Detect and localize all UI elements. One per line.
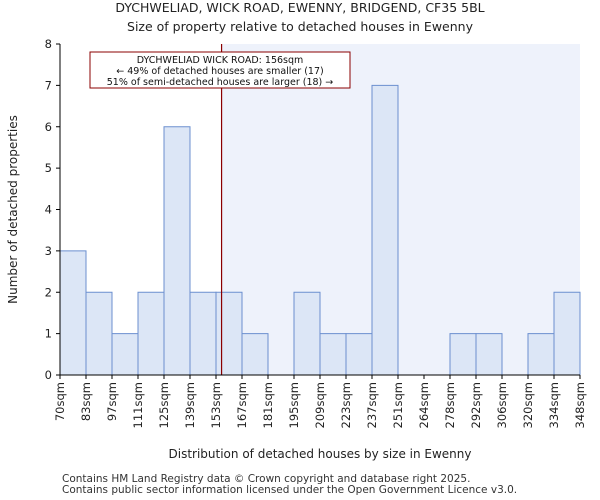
bar-125sqm (163, 126, 191, 376)
x-tick-label: 97sqm (105, 382, 119, 421)
y-tick-label: 8 (45, 37, 52, 51)
x-tick-label: 70sqm (53, 382, 67, 421)
highlight-region (221, 44, 581, 375)
x-axis-label: Distribution of detached houses by size … (169, 447, 472, 461)
annotation-line-2: ← 49% of detached houses are smaller (17… (116, 66, 323, 77)
x-tick-label: 334sqm (547, 382, 561, 428)
y-tick-label: 7 (45, 78, 52, 92)
x-tick-label: 83sqm (79, 382, 93, 421)
y-tick-label: 2 (45, 285, 52, 299)
bar-223sqm (345, 333, 373, 376)
x-tick-label: 237sqm (365, 382, 379, 428)
x-tick-label: 251sqm (391, 382, 405, 428)
bar-292sqm (475, 333, 503, 376)
y-axis-label: Number of detached properties (6, 115, 20, 304)
x-tick-label: 306sqm (495, 382, 509, 428)
y-tick-label: 0 (45, 368, 52, 382)
annotation-line-3: 51% of semi-detached houses are larger (… (107, 77, 334, 88)
x-tick-label: 181sqm (261, 382, 275, 428)
chart-subtitle: Size of property relative to detached ho… (127, 19, 473, 34)
footer-line-1: Contains HM Land Registry data © Crown c… (62, 473, 471, 485)
bar-195sqm (293, 291, 321, 376)
x-tick-label: 348sqm (573, 382, 587, 428)
x-tick-label: 125sqm (157, 382, 171, 428)
bar-153sqm (215, 291, 243, 376)
x-tick-label: 209sqm (313, 382, 327, 428)
bar-278sqm (449, 333, 477, 376)
annotation-line-1: DYCHWELIAD WICK ROAD: 156sqm (137, 55, 304, 66)
y-tick-label: 5 (45, 161, 52, 175)
x-tick-label: 223sqm (339, 382, 353, 428)
x-tick-label: 167sqm (235, 382, 249, 428)
bar-320sqm (527, 333, 555, 376)
x-tick-label: 292sqm (469, 382, 483, 428)
bar-70sqm (59, 250, 87, 376)
x-tick-label: 153sqm (209, 382, 223, 428)
x-tick-label: 278sqm (443, 382, 457, 428)
chart-title: DYCHWELIAD, WICK ROAD, EWENNY, BRIDGEND,… (115, 0, 485, 15)
bar-167sqm (241, 333, 269, 376)
y-tick-label: 1 (45, 327, 52, 341)
x-tick-label: 139sqm (183, 382, 197, 428)
x-tick-label: 195sqm (287, 382, 301, 428)
bar-237sqm (371, 84, 399, 376)
y-tick-label: 4 (45, 203, 52, 217)
y-tick-label: 6 (45, 120, 52, 134)
bar-83sqm (85, 291, 113, 376)
histogram-chart: 0 1 2 3 4 5 6 7 8 70sqm 83sqm 97sqm 111sqm 125sqm 139… (6, 37, 587, 461)
bar-139sqm (189, 291, 217, 376)
bar-97sqm (111, 333, 139, 376)
bar-209sqm (319, 333, 347, 376)
x-tick-label: 264sqm (417, 382, 431, 428)
bar-111sqm (137, 291, 165, 376)
footer-line-2: Contains public sector information licen… (62, 484, 518, 496)
bar-334sqm (553, 291, 581, 376)
x-tick-label: 111sqm (131, 382, 145, 428)
y-tick-label: 3 (45, 244, 52, 258)
x-tick-label: 320sqm (521, 382, 535, 428)
annotation-box (89, 51, 351, 89)
